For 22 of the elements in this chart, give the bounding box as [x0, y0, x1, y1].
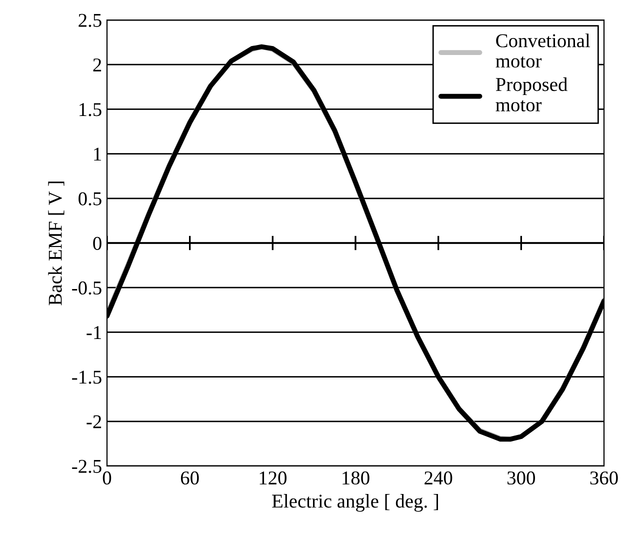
y-tick-label: 0	[93, 236, 102, 250]
y-tick-label: 1.5	[80, 103, 102, 116]
y-tick-label: -0.5	[72, 281, 102, 295]
x-tick-label: 0	[102, 471, 112, 485]
y-tick-label: 1	[94, 148, 101, 161]
y-tick-label: 2	[93, 58, 102, 72]
x-tick-label: 360	[590, 471, 618, 485]
y-tick-label: -1.5	[72, 370, 102, 384]
legend-label: Convetional motor	[496, 34, 590, 68]
y-tick-label: -2	[86, 415, 102, 428]
y-tick-label: -2.5	[72, 460, 102, 474]
x-axis-title: Electric angle [ deg. ]	[272, 494, 438, 512]
x-tick-label: 180	[342, 471, 370, 485]
y-tick-label: 0.5	[78, 192, 102, 206]
legend-label: Proposed motor	[496, 77, 568, 112]
y-tick-label: -1	[86, 326, 101, 339]
x-tick-label: 60	[180, 471, 199, 485]
x-tick-label: 120	[260, 471, 287, 485]
y-axis-title: Back EMF [ V ]	[48, 182, 64, 306]
x-tick-label: 300	[508, 471, 536, 485]
x-tick-label: 240	[424, 471, 452, 485]
y-tick-label: 2.5	[78, 14, 102, 28]
